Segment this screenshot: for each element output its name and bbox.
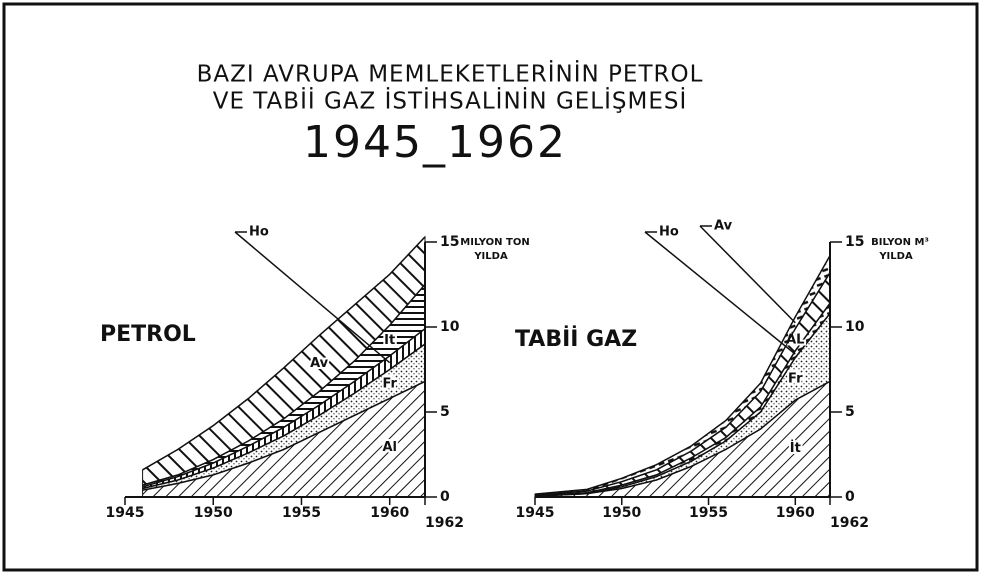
series-label: Av bbox=[310, 356, 329, 371]
x-tick-label: 1962 bbox=[425, 515, 464, 531]
x-tick-label: 1950 bbox=[194, 505, 233, 521]
chart-title: TABİİ GAZ bbox=[515, 326, 637, 352]
series-label: Ho bbox=[659, 225, 679, 240]
area-edge bbox=[142, 236, 426, 471]
leader-line bbox=[699, 225, 796, 324]
x-tick-label: 1962 bbox=[830, 515, 869, 531]
title: BAZI AVRUPA MEMLEKETLERİNİN PETROL bbox=[197, 60, 704, 88]
series-label: Fr bbox=[382, 376, 397, 391]
y-axis-label: MILYON TON bbox=[460, 237, 529, 248]
series-label: Av bbox=[714, 219, 733, 234]
x-tick-label: 1960 bbox=[370, 505, 409, 521]
y-tick-label: 5 bbox=[440, 404, 450, 420]
y-tick-label: 10 bbox=[845, 319, 865, 335]
series-label: Al bbox=[382, 440, 397, 455]
series-label: İt bbox=[790, 440, 801, 456]
y-axis-label: BILYON M³ bbox=[871, 237, 929, 248]
x-tick-label: 1950 bbox=[602, 505, 641, 521]
leader-line bbox=[234, 231, 391, 364]
y-tick-label: 0 bbox=[440, 489, 450, 505]
area-edge bbox=[534, 255, 831, 495]
x-tick-label: 1945 bbox=[516, 505, 555, 521]
x-tick-label: 1945 bbox=[106, 505, 145, 521]
y-axis-label: YILDA bbox=[878, 251, 913, 262]
x-tick-label: 1960 bbox=[776, 505, 815, 521]
subtitle: 1945_1962 bbox=[303, 117, 567, 168]
series-label: Ho bbox=[249, 225, 269, 240]
y-tick-label: 10 bbox=[440, 319, 460, 335]
leader-line bbox=[644, 231, 796, 355]
x-tick-label: 1955 bbox=[282, 505, 321, 521]
y-tick-label: 5 bbox=[845, 404, 855, 420]
y-tick-label: 15 bbox=[845, 234, 864, 250]
x-tick-label: 1955 bbox=[689, 505, 728, 521]
chart-title: PETROL bbox=[100, 322, 196, 347]
series-label: It bbox=[384, 333, 395, 348]
y-tick-label: 15 bbox=[440, 234, 459, 250]
y-tick-label: 0 bbox=[845, 489, 855, 505]
y-axis-label: YILDA bbox=[473, 251, 508, 262]
title: VE TABİİ GAZ İSTİHSALİNİN GELİŞMESİ bbox=[213, 87, 688, 115]
series-label: Fr bbox=[788, 371, 803, 386]
